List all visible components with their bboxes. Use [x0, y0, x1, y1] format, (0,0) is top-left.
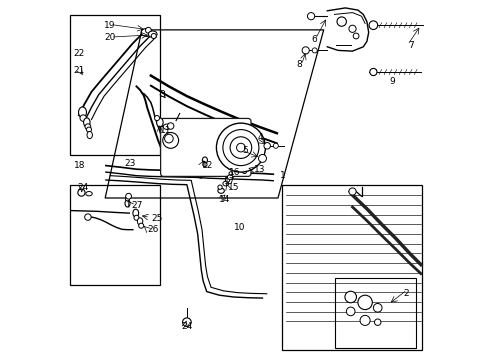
Ellipse shape	[227, 175, 232, 180]
Ellipse shape	[125, 200, 130, 207]
Ellipse shape	[223, 181, 228, 186]
Circle shape	[348, 25, 355, 32]
Ellipse shape	[79, 107, 86, 118]
Text: 4: 4	[257, 133, 262, 142]
Circle shape	[216, 123, 265, 172]
Circle shape	[357, 295, 371, 310]
Ellipse shape	[202, 157, 207, 163]
Ellipse shape	[83, 118, 90, 127]
Ellipse shape	[242, 164, 246, 171]
Circle shape	[125, 197, 129, 201]
Bar	[281, 185, 421, 350]
Circle shape	[264, 143, 270, 149]
Text: 7: 7	[407, 40, 413, 49]
Circle shape	[258, 154, 266, 162]
Text: 13: 13	[253, 165, 264, 174]
Circle shape	[167, 123, 174, 129]
Circle shape	[230, 137, 251, 158]
Text: 1: 1	[279, 171, 285, 180]
Text: 19: 19	[104, 21, 115, 30]
Ellipse shape	[156, 118, 163, 127]
Ellipse shape	[85, 192, 92, 196]
Text: 21: 21	[73, 66, 85, 75]
Circle shape	[344, 291, 356, 303]
Ellipse shape	[163, 124, 171, 129]
Text: 25: 25	[151, 214, 162, 223]
Ellipse shape	[148, 31, 157, 37]
Circle shape	[125, 193, 131, 199]
Text: 20: 20	[104, 33, 115, 42]
Circle shape	[368, 21, 377, 30]
FancyBboxPatch shape	[160, 118, 250, 176]
Text: 24: 24	[77, 183, 88, 192]
Circle shape	[307, 13, 314, 20]
Ellipse shape	[218, 188, 224, 193]
Circle shape	[311, 48, 317, 53]
Circle shape	[182, 318, 191, 327]
Circle shape	[80, 115, 86, 121]
Circle shape	[373, 303, 381, 312]
Circle shape	[203, 162, 206, 167]
Text: 5: 5	[242, 146, 248, 155]
Text: 2: 2	[402, 289, 407, 298]
Ellipse shape	[133, 209, 139, 217]
Circle shape	[78, 189, 85, 196]
Bar	[70, 15, 160, 155]
Circle shape	[134, 215, 139, 220]
Circle shape	[348, 188, 355, 195]
Circle shape	[225, 178, 229, 182]
Circle shape	[84, 214, 91, 220]
Text: 17: 17	[224, 177, 235, 186]
Circle shape	[369, 68, 376, 76]
Text: 14: 14	[219, 194, 230, 203]
Ellipse shape	[87, 131, 92, 139]
Circle shape	[85, 124, 91, 130]
Text: 27: 27	[131, 202, 142, 210]
Ellipse shape	[137, 218, 142, 225]
Text: 24: 24	[181, 323, 192, 331]
Circle shape	[228, 172, 232, 175]
Circle shape	[273, 143, 278, 148]
Text: 11: 11	[160, 126, 171, 135]
Circle shape	[151, 33, 156, 39]
Text: 26: 26	[147, 225, 158, 234]
Circle shape	[223, 130, 258, 166]
Text: 16: 16	[229, 168, 241, 177]
Circle shape	[139, 223, 143, 228]
Circle shape	[164, 134, 173, 143]
Circle shape	[336, 17, 346, 26]
Circle shape	[352, 33, 358, 39]
Circle shape	[359, 315, 369, 325]
Text: 18: 18	[73, 161, 85, 170]
Bar	[70, 185, 160, 285]
Bar	[334, 278, 415, 348]
Text: 6: 6	[310, 35, 316, 44]
Circle shape	[218, 185, 222, 189]
Circle shape	[236, 143, 244, 152]
Text: 3: 3	[159, 90, 164, 99]
Text: 22: 22	[73, 49, 84, 58]
Text: 12: 12	[202, 161, 213, 170]
Circle shape	[163, 132, 178, 148]
Circle shape	[154, 116, 159, 121]
Text: 15: 15	[228, 184, 239, 192]
Circle shape	[302, 47, 309, 54]
Circle shape	[242, 169, 246, 174]
Text: 9: 9	[388, 77, 394, 85]
Circle shape	[86, 127, 91, 132]
Circle shape	[145, 27, 151, 33]
Circle shape	[374, 319, 380, 325]
Text: 23: 23	[123, 159, 135, 168]
Text: 8: 8	[296, 60, 302, 69]
Circle shape	[346, 307, 354, 316]
Text: 10: 10	[234, 223, 245, 232]
Ellipse shape	[141, 28, 152, 36]
